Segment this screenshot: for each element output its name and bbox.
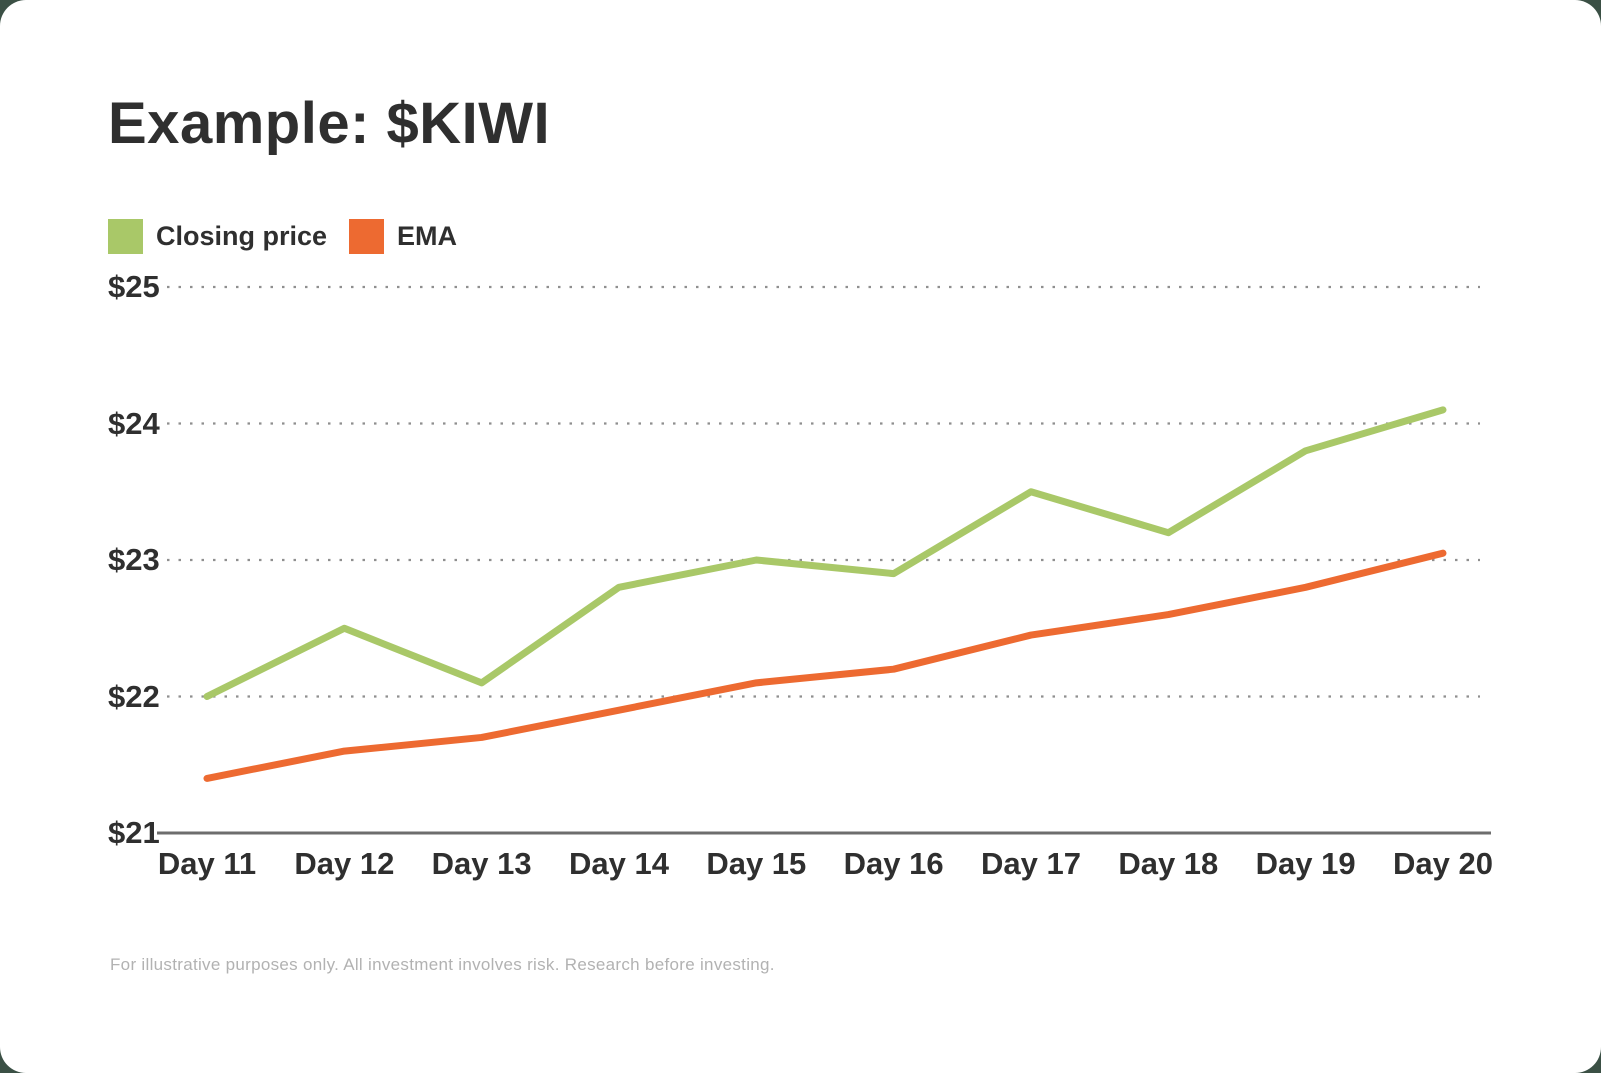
y-tick-label: $23	[108, 542, 160, 577]
x-tick-label: Day 12	[294, 846, 395, 881]
x-tick-label: Day 14	[569, 846, 669, 881]
series-line-closing-price	[203, 406, 1447, 700]
closing-price-swatch-icon	[108, 219, 143, 254]
x-tick-label: Day 13	[431, 846, 532, 881]
x-tick-label: Day 16	[843, 846, 944, 881]
x-tick-label: Day 20	[1392, 846, 1493, 881]
chart-title: Example: $KIWI	[108, 91, 551, 156]
x-tick-label: Day 18	[1118, 846, 1219, 881]
x-tick-label: Day 17	[980, 846, 1081, 881]
legend-label-closing-price: Closing price	[156, 221, 328, 251]
y-tick-label: $21	[108, 815, 160, 850]
y-tick-label: $25	[108, 269, 160, 304]
series-line-ema	[203, 549, 1447, 782]
x-tick-label: Day 19	[1255, 846, 1356, 881]
ema-swatch-icon	[349, 219, 385, 254]
legend-label-ema: EMA	[397, 221, 458, 251]
y-tick-label: $24	[108, 405, 160, 441]
disclaimer-footnote: For illustrative purposes only. All inve…	[110, 955, 775, 974]
x-tick-label: Day 11	[157, 846, 257, 881]
x-tick-label: Day 15	[706, 846, 807, 881]
legend: Closing price EMA	[108, 219, 466, 254]
y-tick-label: $22	[108, 678, 160, 714]
